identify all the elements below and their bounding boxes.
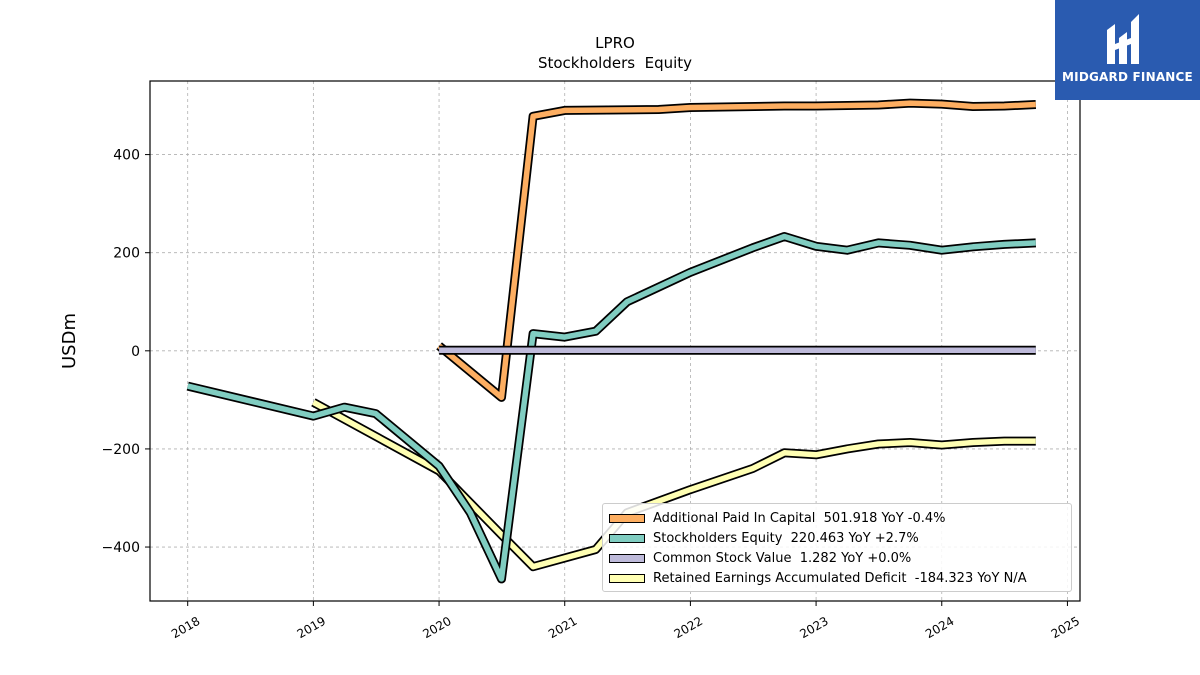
series-stockholders-equity [186, 232, 1037, 584]
plot-frame [149, 80, 1081, 602]
x-tick-label: 2024 [923, 614, 956, 641]
logo-mark-icon [1107, 14, 1139, 64]
y-tick-label: 0 [131, 344, 140, 360]
logo-text: MIDGARD FINANCE [1062, 70, 1193, 84]
x-tick-label: 2020 [420, 614, 453, 641]
series-line [187, 233, 1036, 582]
x-tick-label: 2022 [672, 614, 705, 641]
y-tick-label: −400 [102, 540, 140, 556]
y-ticks: −400 −200 0 200 400 [102, 148, 150, 556]
legend-item: Common Stock Value 1.282 YoY +0.0% [609, 548, 1065, 568]
y-axis-label: USDm [59, 313, 80, 369]
legend-swatch [609, 553, 645, 563]
legend-item: Stockholders Equity 220.463 YoY +2.7% [609, 528, 1065, 548]
legend-item: Additional Paid In Capital 501.918 YoY -… [609, 508, 1065, 528]
x-tick-label: 2023 [797, 614, 830, 641]
x-ticks: 2018 2019 2020 2021 2022 2023 2024 2025 [169, 601, 1082, 641]
legend-swatch [609, 513, 645, 523]
series-retained-earnings-accumulated-deficit [311, 398, 1036, 572]
legend-label: Retained Earnings Accumulated Deficit -1… [653, 570, 1027, 586]
legend-label: Common Stock Value 1.282 YoY +0.0% [653, 550, 912, 566]
legend-item: Retained Earnings Accumulated Deficit -1… [609, 568, 1065, 588]
y-tick-label: 400 [113, 148, 140, 164]
x-tick-label: 2021 [546, 614, 579, 641]
series-lines [186, 98, 1037, 584]
chart-title: LPRO [595, 34, 635, 52]
legend-swatch [609, 573, 645, 583]
x-tick-label: 2018 [169, 614, 202, 641]
series-line [312, 399, 1036, 570]
legend-label: Additional Paid In Capital 501.918 YoY -… [653, 510, 946, 526]
legend: Additional Paid In Capital 501.918 YoY -… [602, 503, 1072, 592]
legend-label: Stockholders Equity 220.463 YoY +2.7% [653, 530, 919, 546]
series-additional-paid-in-capital [436, 98, 1037, 402]
x-tick-label: 2019 [295, 614, 328, 641]
chart-subtitle: Stockholders Equity [538, 54, 692, 72]
y-tick-label: 200 [113, 246, 140, 262]
y-tick-label: −200 [102, 442, 140, 458]
legend-swatch [609, 533, 645, 543]
series-line [437, 100, 1036, 401]
x-tick-label: 2025 [1049, 614, 1082, 641]
midgard-finance-logo: MIDGARD FINANCE [1055, 0, 1200, 100]
